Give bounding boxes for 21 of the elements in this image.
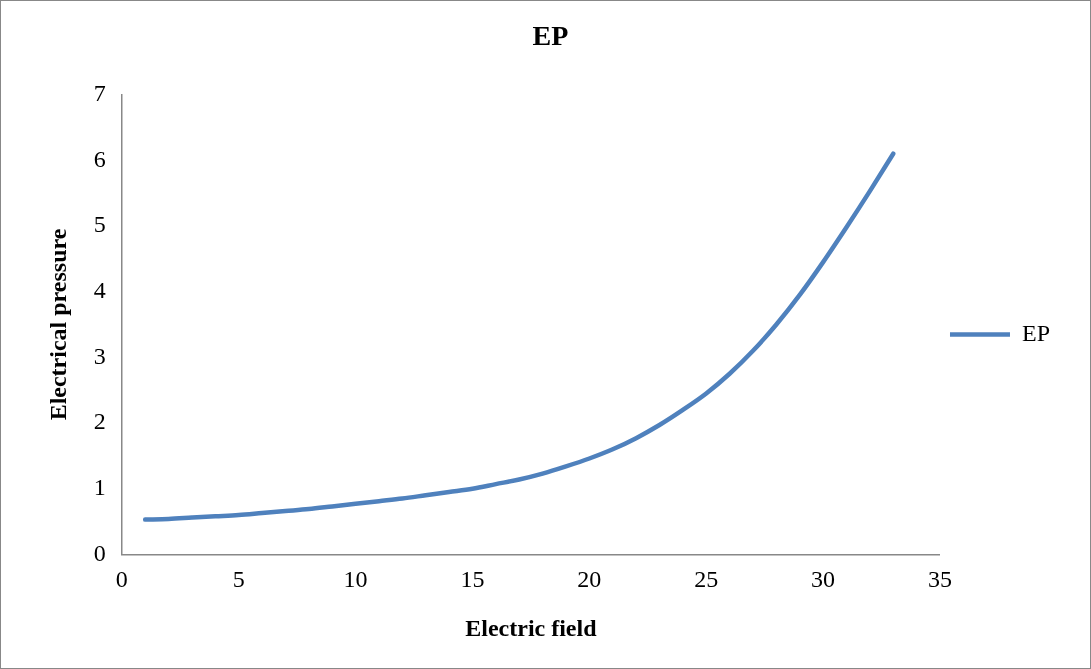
x-tick-label: 20 (577, 566, 602, 593)
y-tick-label: 4 (93, 276, 106, 303)
x-tick-label: 15 (460, 566, 485, 593)
y-tick-label: 2 (93, 408, 106, 435)
y-tick-label: 5 (93, 211, 106, 238)
x-tick-label: 0 (115, 566, 128, 593)
line-series (142, 151, 896, 522)
y-tick-label: 1 (93, 474, 106, 501)
legend-label: EP (1021, 319, 1051, 346)
y-tick-label: 6 (93, 145, 106, 172)
y-axis-title: Electrical pressure (44, 228, 71, 421)
chart-title: EP (532, 20, 569, 52)
y-tick-label: 3 (93, 342, 106, 369)
x-tick-label: 35 (927, 566, 952, 593)
x-tick-label: 10 (343, 566, 368, 593)
y-tick-label: 0 (93, 539, 106, 566)
x-axis-title: Electric field (465, 614, 598, 641)
y-tick-label: 7 (93, 79, 106, 106)
x-tick-label: 5 (232, 566, 245, 593)
x-tick-label: 25 (694, 566, 719, 593)
x-tick-label: 30 (811, 566, 836, 593)
